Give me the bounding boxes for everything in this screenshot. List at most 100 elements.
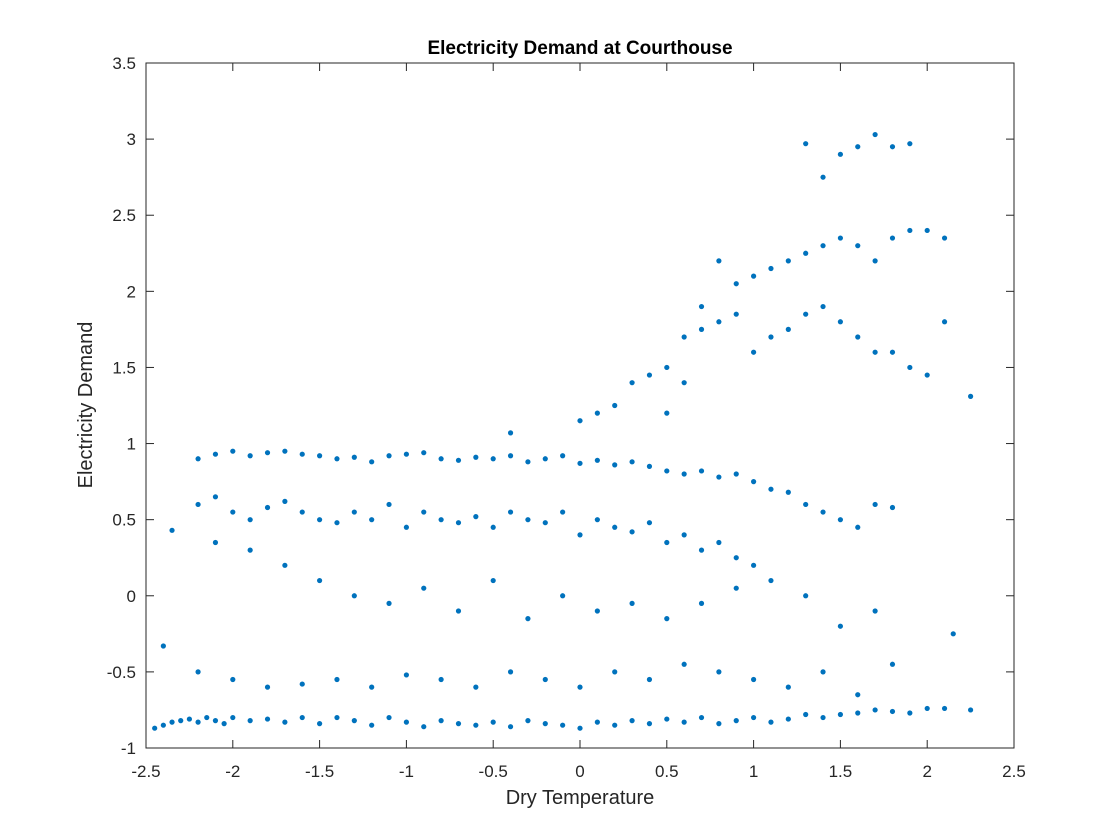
data-point <box>681 661 687 667</box>
y-axis-label: Electricity Demand <box>75 322 97 489</box>
data-point <box>751 273 757 279</box>
data-point <box>872 349 878 355</box>
data-point <box>421 724 427 730</box>
data-point <box>768 334 774 340</box>
data-point <box>681 380 687 386</box>
data-point <box>438 517 444 523</box>
data-point <box>299 714 305 721</box>
data-point <box>230 448 236 454</box>
y-tick-label: 0 <box>127 587 136 606</box>
data-point <box>507 724 514 730</box>
data-point <box>855 334 861 340</box>
data-point <box>803 711 809 718</box>
data-point <box>594 410 600 416</box>
data-point <box>169 719 175 725</box>
data-point <box>889 144 896 150</box>
data-point <box>646 721 653 727</box>
data-point <box>751 479 757 485</box>
data-point <box>889 504 896 511</box>
x-tick-label: 1.5 <box>829 762 853 781</box>
data-point <box>247 547 253 553</box>
data-point <box>924 227 930 234</box>
data-point <box>941 705 948 712</box>
data-point <box>803 593 809 599</box>
data-point <box>716 539 722 546</box>
data-point <box>820 243 826 249</box>
y-tick-label: -1 <box>121 739 136 758</box>
data-point <box>837 235 844 241</box>
x-tick-label: -1 <box>399 762 414 781</box>
data-point <box>733 718 739 724</box>
data-point <box>803 141 809 147</box>
data-point <box>612 402 618 409</box>
data-point <box>907 141 913 147</box>
data-point <box>490 456 496 462</box>
data-point <box>351 593 357 599</box>
data-point <box>455 520 462 526</box>
data-point <box>681 719 687 725</box>
data-points <box>152 131 974 731</box>
data-point <box>473 722 479 728</box>
x-tick-label: 2.5 <box>1002 762 1026 781</box>
data-point <box>664 364 670 371</box>
data-point <box>629 459 635 465</box>
data-point <box>646 372 653 378</box>
data-point <box>247 453 253 459</box>
data-point <box>560 509 566 515</box>
data-point <box>351 718 357 724</box>
y-tick-label: 2.5 <box>112 206 136 225</box>
data-point <box>264 450 271 456</box>
data-point <box>629 380 635 386</box>
x-tick-label: 0.5 <box>655 762 679 781</box>
data-point <box>560 593 566 599</box>
data-point <box>282 562 288 568</box>
data-point <box>968 707 974 713</box>
data-point <box>768 486 774 492</box>
data-point <box>733 585 739 591</box>
data-point <box>716 258 722 264</box>
data-point <box>507 509 514 515</box>
data-point <box>733 311 739 317</box>
data-point <box>889 708 896 715</box>
data-point <box>438 718 444 724</box>
data-point <box>855 524 861 530</box>
data-point <box>160 643 166 649</box>
data-point <box>334 456 340 462</box>
data-point <box>716 319 722 325</box>
data-point <box>872 501 878 508</box>
y-tick-label: 2 <box>127 282 136 301</box>
data-point <box>820 174 826 180</box>
data-point <box>837 623 844 629</box>
y-axis-ticks: -1 -0.5 0 0.5 1 1.5 2 2.5 3 3.5 <box>107 54 1014 758</box>
data-point <box>507 453 514 459</box>
y-tick-label: 1.5 <box>112 358 136 377</box>
x-tick-label: 1 <box>749 762 758 781</box>
x-axis-ticks: -2.5 -2 -1.5 -1 -0.5 0 0.5 1 1.5 2 2.5 <box>131 63 1026 781</box>
data-point <box>230 509 236 515</box>
data-point <box>698 547 705 553</box>
data-point <box>334 714 340 721</box>
data-point <box>664 716 670 722</box>
data-point <box>369 517 375 523</box>
data-point <box>785 326 791 332</box>
data-point <box>247 517 253 523</box>
data-point <box>594 517 600 523</box>
data-point <box>785 489 791 495</box>
data-point <box>195 669 201 675</box>
data-point <box>247 718 253 724</box>
data-point <box>386 600 392 606</box>
data-point <box>542 520 548 526</box>
data-point <box>855 243 861 249</box>
data-point <box>803 501 809 508</box>
data-point <box>282 719 288 725</box>
data-point <box>612 722 618 728</box>
data-point <box>455 721 462 727</box>
x-axis-label: Dry Temperature <box>506 787 655 809</box>
data-point <box>872 608 878 614</box>
data-point <box>230 676 236 683</box>
data-point <box>369 722 375 728</box>
data-point <box>924 705 930 712</box>
data-point <box>907 710 913 716</box>
